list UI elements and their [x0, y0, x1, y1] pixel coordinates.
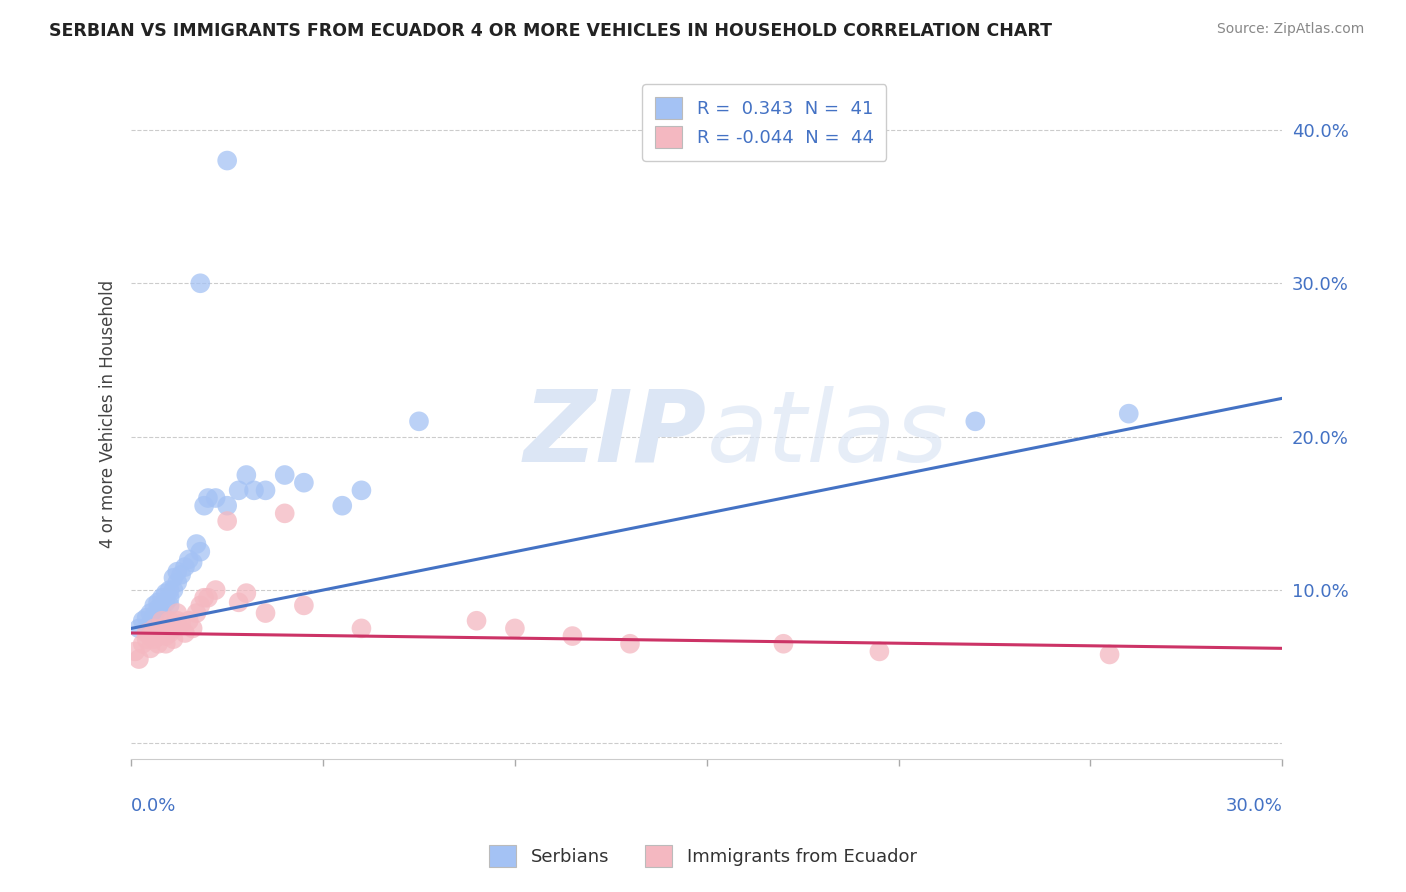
Point [155, 637, 177, 651]
Point [170, 616, 193, 631]
Point [166, 606, 188, 620]
Point [159, 591, 181, 605]
Point [139, 606, 162, 620]
Point [128, 652, 150, 666]
Point [128, 621, 150, 635]
Point [561, 629, 583, 643]
Point [150, 614, 173, 628]
Point [155, 586, 177, 600]
Point [146, 601, 169, 615]
Point [197, 491, 219, 505]
Point [292, 475, 315, 490]
Point [155, 595, 177, 609]
Point [193, 499, 215, 513]
Point [181, 621, 204, 635]
Text: Source: ZipAtlas.com: Source: ZipAtlas.com [1216, 22, 1364, 37]
Point [186, 537, 208, 551]
Point [965, 414, 987, 428]
Point [254, 483, 277, 498]
Point [150, 591, 173, 605]
Point [162, 632, 184, 647]
Point [1118, 407, 1140, 421]
Point [166, 565, 188, 579]
Text: 0.0%: 0.0% [131, 797, 177, 814]
Point [135, 610, 157, 624]
Point [273, 468, 295, 483]
Point [159, 614, 181, 628]
Text: ZIP: ZIP [524, 386, 707, 483]
Point [166, 575, 188, 590]
Point [124, 644, 146, 658]
Point [330, 499, 353, 513]
Point [503, 621, 526, 635]
Text: SERBIAN VS IMMIGRANTS FROM ECUADOR 4 OR MORE VEHICLES IN HOUSEHOLD CORRELATION C: SERBIAN VS IMMIGRANTS FROM ECUADOR 4 OR … [49, 22, 1052, 40]
Point [177, 552, 200, 566]
Point [243, 483, 266, 498]
Point [228, 595, 250, 609]
Point [254, 606, 277, 620]
Point [146, 595, 169, 609]
Point [150, 621, 173, 635]
Point [143, 599, 166, 613]
Y-axis label: 4 or more Vehicles in Household: 4 or more Vehicles in Household [100, 279, 117, 548]
Point [166, 614, 188, 628]
Point [465, 614, 488, 628]
Point [170, 567, 193, 582]
Legend: Serbians, Immigrants from Ecuador: Serbians, Immigrants from Ecuador [482, 838, 924, 874]
Point [162, 571, 184, 585]
Text: 30.0%: 30.0% [1226, 797, 1282, 814]
Point [235, 468, 257, 483]
Point [350, 483, 373, 498]
Point [619, 637, 641, 651]
Point [193, 591, 215, 605]
Point [350, 621, 373, 635]
Point [177, 614, 200, 628]
Point [132, 614, 155, 628]
Point [188, 545, 211, 559]
Point [143, 621, 166, 635]
Point [217, 499, 239, 513]
Point [146, 629, 169, 643]
Point [868, 644, 890, 658]
Point [228, 483, 250, 498]
Point [143, 609, 166, 624]
Point [174, 560, 197, 574]
Point [159, 582, 181, 597]
Point [186, 606, 208, 620]
Point [135, 632, 157, 647]
Point [273, 507, 295, 521]
Point [197, 591, 219, 605]
Point [139, 641, 162, 656]
Point [181, 556, 204, 570]
Point [159, 626, 181, 640]
Point [162, 621, 184, 635]
Point [235, 586, 257, 600]
Point [174, 626, 197, 640]
Point [204, 582, 226, 597]
Legend: R =  0.343  N =  41, R = -0.044  N =  44: R = 0.343 N = 41, R = -0.044 N = 44 [643, 85, 886, 161]
Point [188, 599, 211, 613]
Point [159, 599, 181, 613]
Point [146, 637, 169, 651]
Point [1098, 648, 1121, 662]
Point [139, 629, 162, 643]
Point [155, 629, 177, 643]
Point [204, 491, 226, 505]
Text: atlas: atlas [707, 386, 949, 483]
Point [217, 514, 239, 528]
Point [162, 582, 184, 597]
Point [217, 153, 239, 168]
Point [150, 606, 173, 620]
Point [143, 632, 166, 647]
Point [135, 626, 157, 640]
Point [408, 414, 430, 428]
Point [132, 637, 155, 651]
Point [139, 616, 162, 631]
Point [292, 599, 315, 613]
Point [772, 637, 794, 651]
Point [188, 277, 211, 291]
